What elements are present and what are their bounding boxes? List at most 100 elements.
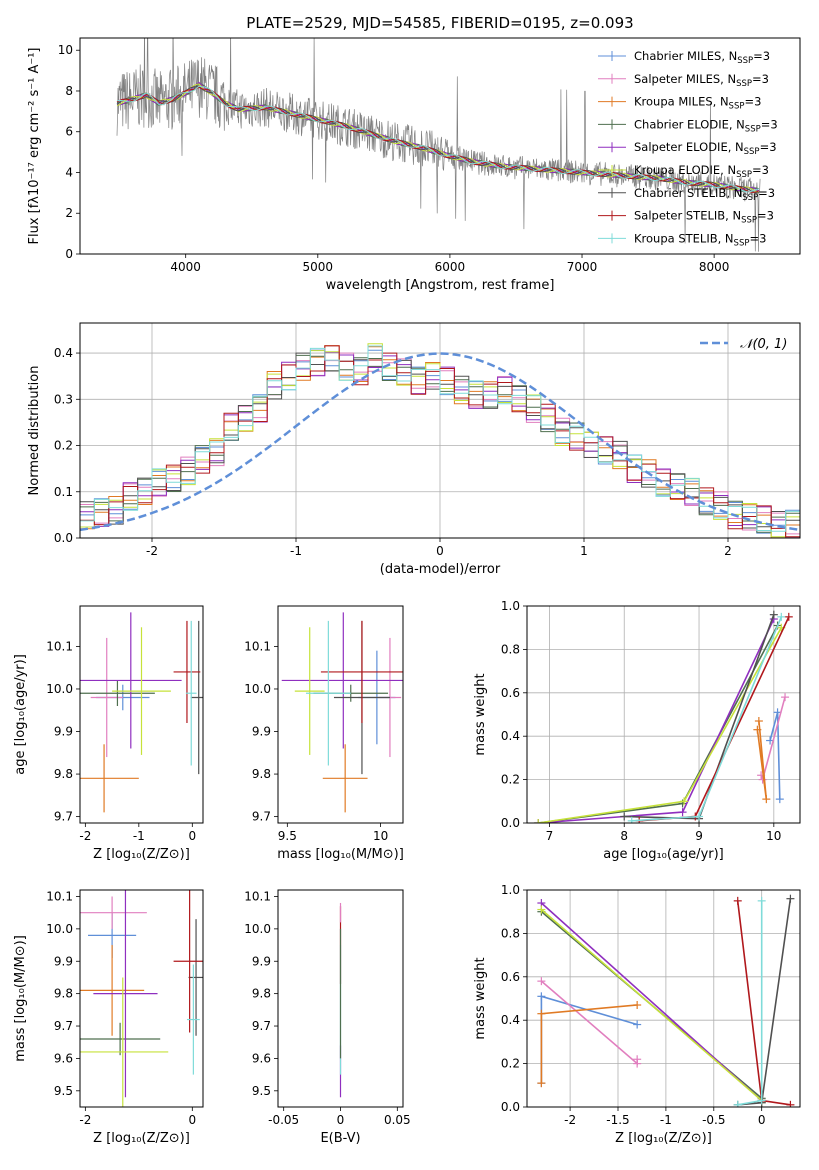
axes-frame [277,605,404,824]
y-tick-label: 10.0 [46,682,73,696]
x-tick-label: 0.05 [384,1113,411,1127]
legend-subscript: SSP [734,238,750,248]
legend-suffix: =3 [749,231,766,245]
x-tick-label: -1 [660,1113,672,1127]
y-tick-label: 0.6 [501,970,520,984]
weight-line [540,1004,638,1084]
legend-suffix: =3 [753,49,770,63]
legend-label: Kroupa STELIB, NSSP=3 [634,231,766,248]
y-tick-label: 10.1 [46,889,73,903]
y-tick-label: 0.6 [501,686,520,700]
x-tick-label: -2 [79,1113,91,1127]
weight-line [737,898,792,1106]
y-tick-label: 4 [65,165,73,179]
legend-label: Salpeter MILES, NSSP=3 [634,72,769,89]
y-tick-label: 0 [65,247,73,261]
mass-vs-ebv-panel: -0.05 0 0.05 9.5 9.6 9.7 9.8 9.9 10.0 10.1 E(B-V) [244,889,410,1146]
legend-subscript: SSP [741,216,757,226]
plot-content [537,894,795,1107]
legend-subscript: SSP [729,102,745,112]
y-tick-label: 10.0 [244,682,271,696]
y-tick-label: 0.4 [54,346,73,360]
x-tick-label: -1 [290,544,302,558]
y-tick-label: 0.4 [501,729,520,743]
axes-frame [79,889,204,1108]
y-tick-label: 0.3 [54,392,73,406]
x-tick-label: 0 [436,544,444,558]
y-axis-label: Normed distribution [27,366,42,496]
x-tick-label: 0 [188,1113,196,1127]
y-tick-label: 8 [65,84,73,98]
axes-frame [526,605,801,824]
weight-line [538,627,782,823]
spectrum-panel: 4000 5000 6000 7000 8000 0 2 4 6 8 10 wavelength [A… [27,37,801,293]
y-axis-label: mass weight [473,673,488,755]
age-vs-mass-panel: 9.5 10 9.7 9.8 9.9 10.0 10.1 mass [log₁₀(M/M⊙)] [244,605,404,862]
axes-frame [79,37,801,255]
y-tick-label: 9.7 [252,1019,271,1033]
x-tick-label: 10 [766,829,781,843]
y-tick-label: 0.0 [501,816,520,830]
residual-histogram-panel: -2 -1 0 1 2 0.0 0.1 0.2 0.3 0.4 (data-model)/error… [27,322,801,577]
weight-vs-age-panel: 7 8 9 10 0.0 0.2 0.4 0.6 0.8 1.0 age [log₁₀(age/yr… [473,599,801,862]
y-tick-label: 0.2 [501,1057,520,1071]
legend-subscript: SSP [744,147,760,157]
weight-line [540,980,638,1066]
x-tick-label: 4000 [170,260,201,274]
y-tick-label: 1.0 [501,599,520,613]
y-tick-label: 0.8 [501,926,520,940]
y-tick-label: 9.6 [54,1051,73,1065]
legend-label: Chabrier ELODIE, NSSP=3 [634,117,778,134]
plot-content [80,612,203,813]
y-tick-label: 10.1 [244,889,271,903]
weight-line [769,712,781,800]
x-tick-label: -1.5 [606,1113,629,1127]
histogram-step-line [80,345,800,538]
x-tick-label: 6000 [435,260,466,274]
x-axis-label: Z [log₁₀(Z/Z⊙)] [615,1131,712,1146]
legend-suffix: =3 [752,163,769,177]
model-spectrum-line [116,85,760,194]
axes-frame [79,322,801,539]
legend-label: Salpeter STELIB, NSSP=3 [634,209,774,226]
x-tick-label: 1 [580,544,588,558]
y-tick-label: 10.0 [244,922,271,936]
x-tick-label: -2 [146,544,158,558]
y-tick-label: 0.0 [54,531,73,545]
y-tick-label: 9.7 [252,810,271,824]
y-tick-label: 0.2 [54,439,73,453]
y-tick-label: 6 [65,125,73,139]
model-spectrum-line [116,86,638,179]
weight-line [538,625,779,823]
y-tick-label: 9.8 [54,767,73,781]
x-tick-label: 7000 [567,260,598,274]
y-tick-label: 9.7 [54,1019,73,1033]
y-tick-label: 10 [58,43,73,57]
model-spectrum-line [116,85,760,193]
legend-label: Kroupa MILES, NSSP=3 [634,95,761,112]
y-tick-label: 0.4 [501,1013,520,1027]
y-axis-label: mass [log₁₀(M/M⊙)] [13,935,28,1062]
x-tick-label: 10 [373,829,388,843]
x-tick-label: 8 [620,829,628,843]
legend-subscript: SSP [736,170,752,180]
plot-content [116,38,761,252]
x-axis-label: Z [log₁₀(Z/Z⊙)] [93,1131,190,1146]
y-tick-label: 0.2 [501,773,520,787]
legend-label: Chabrier STELIB, NSSP=3 [634,186,775,203]
axes-frame [79,605,204,824]
x-axis-label: Z [log₁₀(Z/Z⊙)] [93,847,190,862]
model-spectrum-line [117,85,638,179]
y-tick-label: 10.1 [46,639,73,653]
y-tick-label: 2 [65,206,73,220]
x-tick-label: -2 [564,1113,576,1127]
y-tick-label: 9.9 [54,954,73,968]
x-tick-label: 8000 [699,260,730,274]
legend-label: Chabrier MILES, NSSP=3 [634,49,770,66]
y-tick-label: 9.5 [54,1084,73,1098]
x-axis-label: (data-model)/error [380,562,501,577]
y-tick-label: 9.9 [252,725,271,739]
axes-frame [526,889,801,1108]
x-tick-label: 0 [188,829,196,843]
